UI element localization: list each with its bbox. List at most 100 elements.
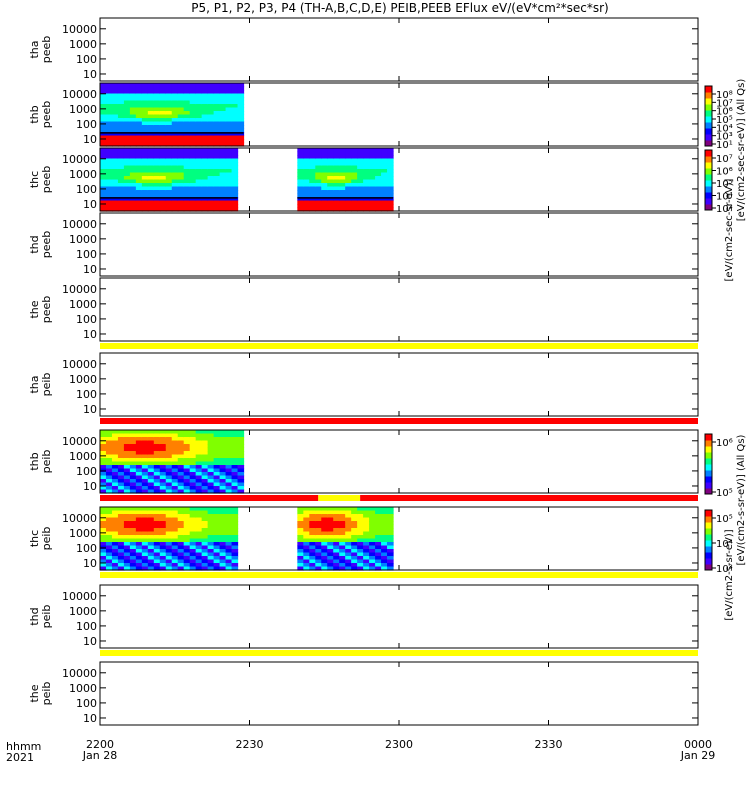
heatmap-cell — [100, 128, 107, 133]
heatmap-cell — [369, 190, 376, 195]
heatmap-cell — [369, 183, 376, 188]
heatmap-cell — [369, 510, 376, 515]
heatmap-cell — [177, 186, 185, 191]
heatmap-cell — [231, 197, 239, 202]
colorbar-cell — [705, 479, 712, 481]
heatmap-cell — [381, 169, 388, 174]
heatmap-cell — [225, 465, 233, 470]
panel-label: peeb — [40, 166, 53, 194]
heatmap-cell — [153, 528, 161, 533]
heatmap-cell — [351, 151, 358, 156]
heatmap-cell — [387, 542, 394, 547]
heatmap-cell — [213, 155, 221, 160]
heatmap-cell — [309, 172, 316, 177]
heatmap-cell — [207, 183, 215, 188]
heatmap-cell — [297, 155, 304, 160]
heatmap-cell — [237, 118, 245, 123]
y-tick-label: 10000 — [62, 23, 97, 36]
heatmap-cell — [189, 468, 197, 473]
heatmap-cell — [195, 207, 203, 212]
heatmap-cell — [363, 172, 370, 177]
heatmap-cell — [315, 151, 322, 156]
heatmap-cell — [207, 86, 215, 91]
colorbar-cell — [705, 540, 712, 542]
heatmap-cell — [183, 176, 191, 181]
heatmap-cell — [129, 162, 137, 167]
heatmap-cell — [225, 118, 233, 123]
heatmap-cell — [177, 545, 185, 550]
heatmap-cell — [195, 111, 203, 116]
heatmap-cell — [315, 183, 322, 188]
heatmap-cell — [339, 155, 346, 160]
heatmap-cell — [327, 176, 334, 181]
heatmap-cell — [231, 482, 239, 487]
heatmap-cell — [100, 158, 107, 163]
heatmap-cell — [165, 549, 173, 554]
heatmap-cell — [375, 545, 382, 550]
heatmap-cell — [207, 207, 215, 212]
heatmap-cell — [183, 142, 191, 147]
heatmap-cell — [225, 447, 233, 452]
heatmap-cell — [387, 151, 394, 156]
heatmap-cell — [100, 517, 107, 522]
heatmap-cell — [105, 118, 113, 123]
heatmap-cell — [165, 430, 173, 435]
colorbar-cell — [705, 187, 712, 190]
heatmap-cell — [351, 158, 358, 163]
heatmap-cell — [231, 151, 239, 156]
heatmap-cell — [129, 132, 137, 137]
heatmap-cell — [147, 139, 155, 144]
colorbar-tick-label: 10⁶ — [716, 167, 733, 178]
heatmap-cell — [165, 97, 173, 102]
colorbar-frame — [704, 85, 713, 147]
colorbar-cell — [705, 511, 712, 514]
heatmap-cell — [327, 510, 334, 515]
y-tick-label: 1000 — [69, 682, 97, 695]
heatmap-cell — [111, 118, 119, 123]
heatmap-cell — [111, 158, 119, 163]
heatmap-cell — [225, 100, 233, 105]
heatmap-cell — [195, 121, 203, 126]
heatmap-cell — [333, 204, 340, 209]
heatmap-cell — [237, 486, 245, 491]
heatmap-cell — [225, 142, 233, 147]
heatmap-cell — [225, 482, 233, 487]
heatmap-cell — [219, 468, 227, 473]
heatmap-cell — [177, 90, 185, 95]
heatmap-cell — [375, 207, 382, 212]
colorbar-tick-label: 10³ — [716, 204, 733, 215]
heatmap-cell — [129, 440, 137, 445]
heatmap-cell — [129, 482, 137, 487]
heatmap-cell — [141, 482, 149, 487]
heatmap-cell — [141, 114, 149, 119]
heatmap-cell — [117, 528, 125, 533]
heatmap-cell — [207, 162, 215, 167]
heatmap-cell — [159, 83, 167, 88]
heatmap-cell — [369, 193, 376, 198]
heatmap-cell — [333, 186, 340, 191]
heatmap-cell — [213, 472, 221, 477]
heatmap-cell — [165, 479, 173, 484]
heatmap-cell — [303, 528, 310, 533]
heatmap-cell — [135, 433, 143, 438]
heatmap-cell — [111, 552, 119, 557]
heatmap-cell — [303, 566, 310, 571]
heatmap-cell — [213, 148, 221, 153]
heatmap-cell — [201, 121, 209, 126]
heatmap-cell — [369, 549, 376, 554]
heatmap-cell — [195, 465, 203, 470]
heatmap-cell — [219, 475, 227, 480]
heatmap-cell — [381, 151, 388, 156]
heatmap-cell — [369, 556, 376, 561]
heatmap-cell — [159, 176, 167, 181]
heatmap-cell — [183, 486, 191, 491]
heatmap-cell — [147, 193, 155, 198]
heatmap-cell — [147, 90, 155, 95]
heatmap-cell — [189, 451, 197, 456]
heatmap-cell — [321, 186, 328, 191]
heatmap-cell — [189, 433, 197, 438]
colorbar-cell — [705, 180, 712, 182]
heatmap-cell — [147, 517, 155, 522]
colorbar-cell — [705, 125, 712, 127]
heatmap-cell — [345, 179, 352, 184]
